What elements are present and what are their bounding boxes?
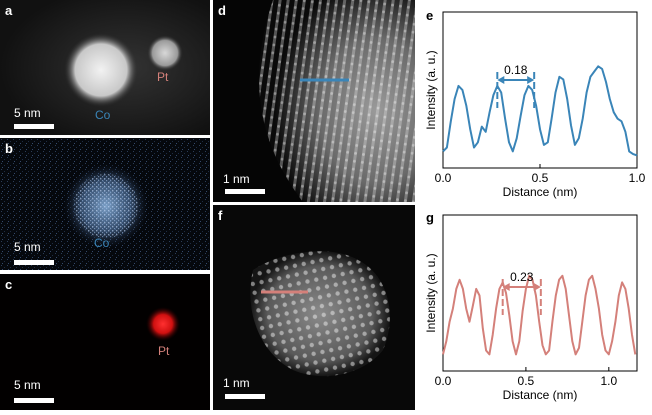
intensity-line-profile [442, 274, 637, 356]
scale-bar-b [14, 260, 54, 265]
scale-bar-label-f: 1 nm [223, 376, 250, 390]
pt-label-c: Pt [158, 344, 170, 358]
x-tick-label: 0.5 [518, 374, 535, 388]
y-axis-label: Intensity (a. u.) [424, 50, 438, 129]
spacing-arrow-head-left [502, 283, 510, 291]
chart-g-svg: 0.0 0.5 1.0 Distance (nm) Intensity (a. u.) 0… [424, 214, 638, 402]
panel-g: g 0.0 0.5 1.0 Distance (nm) Intensity (a. u.… [415, 205, 652, 410]
co-nanoparticle [64, 33, 138, 107]
co-signal-texture [74, 174, 138, 238]
x-axis-label: Distance (nm) [503, 185, 578, 199]
scale-bar-label-d: 1 nm [223, 172, 250, 186]
scale-bar-f [225, 394, 265, 399]
lattice-spacing-annotation: 0.23 [510, 270, 534, 284]
chart-e-svg: 0.0 0.5 1.0 Distance (nm) Intensity (a. u.) 0… [424, 11, 646, 199]
panel-a-haadf-image: a Pt Co 5 nm [0, 0, 210, 135]
x-axis-label: Distance (nm) [503, 388, 578, 402]
x-tick-label: 1.0 [600, 374, 617, 388]
panel-d-hrstem-image: d 1 nm [213, 0, 415, 202]
y-axis-label: Intensity (a. u.) [424, 253, 438, 332]
x-tick-label: 1.0 [629, 171, 646, 185]
panel-e: e 0.0 0.5 1.0 Distance (nm) Intensity (a. u.… [415, 0, 652, 205]
panel-label-g: g [426, 210, 434, 225]
panel-label-f: f [218, 208, 223, 223]
panel-label-d: d [218, 3, 226, 18]
panel-label-a: a [5, 3, 13, 18]
panel-b-co-map: b Co 5 nm [0, 138, 210, 270]
x-tick-label: 0.0 [435, 171, 452, 185]
panel-f-hrstem-image: f 1 nm [213, 205, 415, 410]
scale-bar-c [14, 398, 54, 403]
lattice-fringes-d [259, 0, 415, 202]
lattice-fringes-f [250, 251, 390, 377]
pt-elemental-signal [146, 307, 180, 341]
x-tick-label: 0.0 [435, 374, 452, 388]
panel-d-svg [213, 0, 415, 202]
intensity-line-profile [442, 65, 638, 157]
panel-c-background [0, 274, 210, 410]
pt-label-a: Pt [157, 70, 169, 84]
scale-bar-label-a: 5 nm [14, 106, 41, 120]
co-label-b: Co [94, 236, 110, 250]
lattice-spacing-annotation: 0.18 [504, 63, 528, 77]
spacing-arrow-head-right [527, 76, 535, 84]
panel-label-c: c [5, 277, 13, 292]
plot-frame [442, 214, 638, 372]
co-label-a: Co [95, 108, 111, 122]
scale-bar-label-b: 5 nm [14, 240, 41, 254]
scale-bar-label-c: 5 nm [14, 378, 41, 392]
pt-nanoparticle [147, 35, 183, 71]
panel-a-svg [0, 0, 210, 135]
spacing-arrow-head-right [533, 283, 541, 291]
scale-bar-a [14, 124, 54, 129]
panel-c-pt-map: c Pt 5 nm [0, 274, 210, 410]
scale-bar-d [225, 189, 265, 194]
panel-label-e: e [426, 8, 434, 23]
panel-f-svg [213, 205, 415, 410]
panel-label-b: b [5, 141, 13, 156]
panel-c-svg [0, 274, 210, 410]
panel-b-svg [0, 138, 210, 270]
x-tick-label: 0.5 [532, 171, 549, 185]
spacing-arrow-head-left [497, 76, 505, 84]
